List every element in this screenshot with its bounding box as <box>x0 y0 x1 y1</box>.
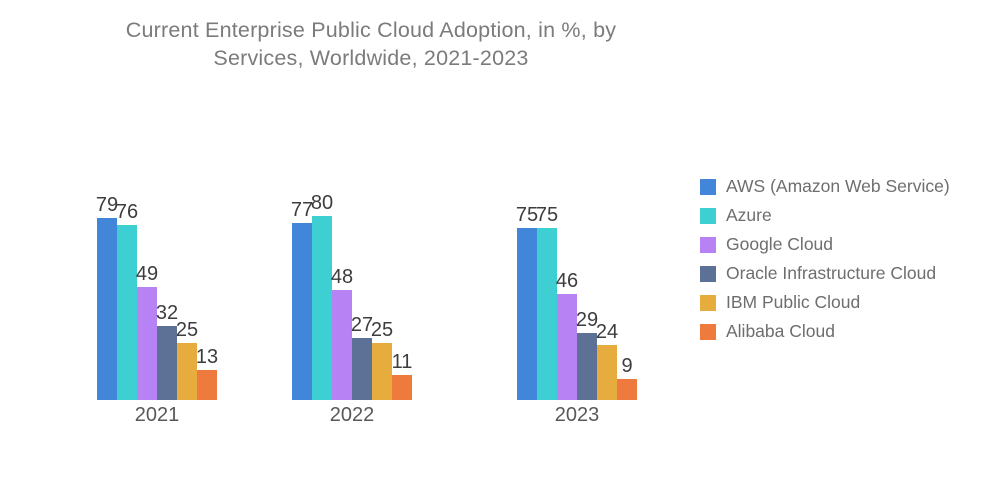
legend-label: Oracle Infrastructure Cloud <box>726 263 937 283</box>
bar-wrap-2022-5: 11 <box>392 352 412 400</box>
bar-2023-series-2 <box>557 294 577 400</box>
legend-swatch-icon <box>700 178 716 195</box>
bar-wrap-2022-1: 80 <box>310 192 334 400</box>
chart-title-line-1: Current Enterprise Public Cloud Adoption… <box>125 18 617 42</box>
chart-title: Current Enterprise Public Cloud Adoption… <box>60 16 682 73</box>
bar-2022-series-2 <box>332 289 352 400</box>
legend-swatch-icon <box>700 207 716 224</box>
bar-2021-series-1 <box>117 225 137 400</box>
value-label: 32 <box>155 302 179 325</box>
plot-area: 79 76 49 32 25 13 2021 77 80 48 27 25 11 2022 75 75 46 29… <box>95 190 637 426</box>
legend-item-4: IBM Public Cloud <box>700 292 950 313</box>
bars-row-2023: 75 75 46 29 24 9 <box>515 190 637 400</box>
bar-2021-series-3 <box>157 326 177 400</box>
value-label: 13 <box>195 346 219 369</box>
value-label: 49 <box>135 263 159 286</box>
bar-2021-series-0 <box>97 218 117 400</box>
legend-item-5: Alibaba Cloud <box>700 321 950 342</box>
bar-2022-series-4 <box>372 342 392 400</box>
legend-swatch-icon <box>700 265 716 282</box>
bars-row-2022: 77 80 48 27 25 11 <box>290 190 412 400</box>
bar-wrap-2022-0: 77 <box>290 198 314 400</box>
legend-item-0: AWS (Amazon Web Service) <box>700 176 950 197</box>
value-label: 75 <box>515 203 539 226</box>
bar-wrap-2021-0: 79 <box>95 194 119 400</box>
category-label-2021: 2021 <box>134 404 180 426</box>
legend-swatch-icon <box>700 323 716 340</box>
bar-2023-series-1 <box>537 227 557 400</box>
value-label: 80 <box>310 192 334 214</box>
bar-wrap-2023-3: 29 <box>575 309 599 400</box>
value-label: 25 <box>370 318 394 341</box>
value-label: 76 <box>115 201 139 224</box>
value-label: 24 <box>595 320 619 343</box>
bar-2023-series-0 <box>517 227 537 400</box>
legend: AWS (Amazon Web Service) Azure Google Clou… <box>700 176 950 350</box>
bar-2023-series-4 <box>597 344 617 400</box>
bar-wrap-2023-5: 9 <box>617 356 637 400</box>
legend-swatch-icon <box>700 294 716 311</box>
legend-label: Alibaba Cloud <box>726 321 835 341</box>
bar-2021-series-4 <box>177 342 197 400</box>
legend-label: Google Cloud <box>726 234 834 254</box>
category-label-2022: 2022 <box>329 404 375 426</box>
legend-swatch-icon <box>700 236 716 253</box>
legend-label: Azure <box>726 205 772 225</box>
bar-wrap-2022-3: 27 <box>350 313 374 400</box>
value-label: 77 <box>290 198 314 221</box>
value-label: 48 <box>330 265 354 288</box>
value-label: 9 <box>621 355 633 378</box>
legend-item-2: Google Cloud <box>700 234 950 255</box>
bar-wrap-2023-4: 24 <box>595 320 619 400</box>
chart-title-line-2: Services, Worldwide, 2021-2023 <box>213 46 529 71</box>
value-label: 11 <box>391 350 413 373</box>
bar-wrap-2023-0: 75 <box>515 203 539 400</box>
category-label-2023: 2023 <box>554 404 600 426</box>
legend-label: AWS (Amazon Web Service) <box>726 176 950 196</box>
value-label: 29 <box>575 309 599 332</box>
legend-item-3: Oracle Infrastructure Cloud <box>700 263 950 284</box>
bar-2023-series-3 <box>577 333 597 400</box>
bar-wrap-2022-2: 48 <box>330 265 354 400</box>
value-label: 75 <box>535 203 559 226</box>
bar-wrap-2023-1: 75 <box>535 203 559 400</box>
bar-group-2023: 75 75 46 29 24 9 2023 <box>515 190 637 426</box>
legend-label: IBM Public Cloud <box>726 292 861 312</box>
value-label: 27 <box>350 313 374 336</box>
bar-group-2021: 79 76 49 32 25 13 2021 <box>95 190 219 426</box>
bar-wrap-2021-1: 76 <box>115 201 139 400</box>
value-label: 46 <box>555 270 579 293</box>
bar-group-2022: 77 80 48 27 25 11 2022 <box>290 190 413 426</box>
bar-2023-series-5 <box>617 379 637 400</box>
bar-wrap-2021-4: 25 <box>175 318 199 400</box>
value-label: 25 <box>175 318 199 341</box>
legend-item-1: Azure <box>700 205 950 226</box>
bar-wrap-2021-5: 13 <box>195 346 219 400</box>
bar-wrap-2022-4: 25 <box>370 318 394 400</box>
bar-2022-series-0 <box>292 222 312 400</box>
bar-wrap-2021-3: 32 <box>155 302 179 400</box>
bar-2021-series-5 <box>197 370 217 400</box>
bar-2021-series-2 <box>137 287 157 400</box>
bars-row-2021: 79 76 49 32 25 13 <box>95 190 219 400</box>
bar-wrap-2023-2: 46 <box>555 270 579 400</box>
bar-2022-series-5 <box>392 374 412 400</box>
bar-wrap-2021-2: 49 <box>135 263 159 400</box>
bar-2022-series-3 <box>352 337 372 400</box>
bar-2022-series-1 <box>312 216 332 400</box>
value-label: 79 <box>95 194 119 217</box>
